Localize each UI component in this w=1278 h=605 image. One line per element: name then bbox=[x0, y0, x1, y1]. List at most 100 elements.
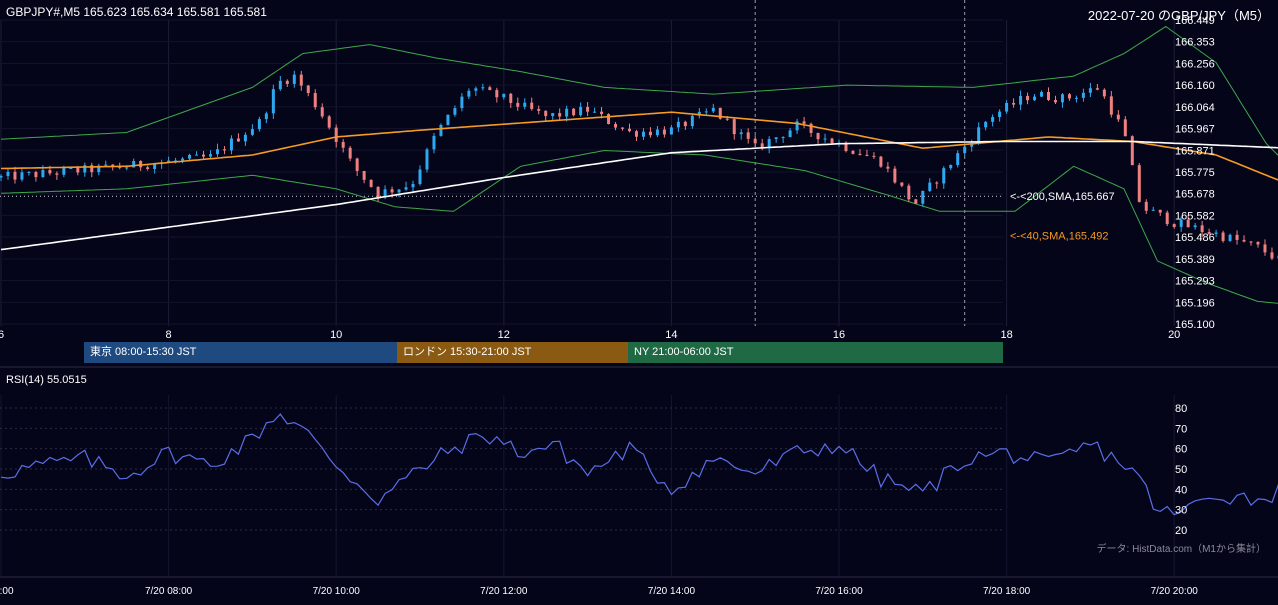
candle-body-5 bbox=[34, 172, 38, 178]
candle-body-29 bbox=[202, 154, 206, 157]
bollinger-upper-line bbox=[0, 25, 1278, 156]
candle-body-34 bbox=[236, 138, 240, 142]
candle-body-108 bbox=[753, 138, 757, 144]
candle-body-86 bbox=[600, 111, 604, 115]
candle-body-119 bbox=[830, 138, 834, 144]
price-tick-label-8: 165.678 bbox=[1175, 189, 1215, 201]
candle-body-160 bbox=[1116, 114, 1120, 120]
candle-body-40 bbox=[278, 80, 282, 90]
candle-body-145 bbox=[1012, 102, 1016, 105]
candle-body-171 bbox=[1193, 225, 1197, 228]
candle-body-89 bbox=[621, 127, 625, 129]
candle-body-130 bbox=[907, 185, 911, 200]
candle-body-44 bbox=[306, 85, 310, 94]
candle-body-140 bbox=[977, 127, 981, 143]
candle-body-52 bbox=[362, 170, 366, 180]
candle-body-99 bbox=[690, 115, 694, 127]
candle-body-124 bbox=[865, 154, 869, 156]
rsi-axis: 80 70 60 50 40 30 20 bbox=[1175, 403, 1187, 537]
candle-body-55 bbox=[383, 189, 387, 198]
candle-body-82 bbox=[572, 108, 576, 116]
candle-body-32 bbox=[222, 149, 226, 151]
candle-body-64 bbox=[446, 114, 450, 125]
candle-body-123 bbox=[858, 153, 862, 155]
candle-body-90 bbox=[628, 128, 631, 132]
candle-body-48 bbox=[334, 127, 338, 142]
hour-tick-label-4: 14 bbox=[665, 329, 677, 341]
candle-body-1 bbox=[6, 171, 10, 176]
candle-body-72 bbox=[502, 93, 506, 98]
session-tokyo: 東京 08:00-15:30 JST bbox=[84, 342, 397, 363]
price-tick-label-1: 166.353 bbox=[1175, 37, 1215, 49]
candle-body-81 bbox=[565, 108, 569, 117]
candle-body-141 bbox=[984, 121, 988, 128]
bollinger-lower-line bbox=[0, 149, 1278, 304]
candle-body-134 bbox=[935, 182, 939, 184]
candle-body-59 bbox=[411, 183, 415, 188]
candle-body-19 bbox=[132, 160, 136, 168]
candle-body-84 bbox=[586, 106, 590, 112]
candle-body-167 bbox=[1165, 212, 1169, 225]
candle-body-10 bbox=[69, 168, 73, 170]
candle-body-20 bbox=[139, 160, 143, 168]
candle-body-150 bbox=[1047, 91, 1050, 101]
candle-body-54 bbox=[376, 186, 380, 198]
time-tick-label-2: 7/20 10:00 bbox=[313, 586, 361, 597]
candle-body-57 bbox=[397, 189, 401, 193]
time-tick-label-4: 7/20 14:00 bbox=[648, 586, 696, 597]
hour-tick-label-1: 8 bbox=[166, 329, 172, 341]
candle-body-7 bbox=[48, 169, 52, 174]
candle-body-88 bbox=[614, 123, 618, 128]
candle-body-18 bbox=[125, 167, 129, 169]
session-ny: NY 21:00-06:00 JST bbox=[628, 342, 1003, 363]
rsi-tick-label-0: 80 bbox=[1175, 403, 1187, 415]
candle-body-17 bbox=[118, 166, 122, 168]
candle-body-97 bbox=[676, 121, 680, 128]
candle-body-95 bbox=[662, 129, 666, 135]
candle-body-176 bbox=[1228, 234, 1232, 241]
price-tick-label-4: 166.064 bbox=[1175, 102, 1215, 114]
rsi-tick-label-2: 60 bbox=[1175, 444, 1187, 456]
candle-body-69 bbox=[481, 87, 485, 89]
candle-body-74 bbox=[516, 102, 520, 107]
candle-body-132 bbox=[921, 190, 925, 204]
candle-body-166 bbox=[1158, 209, 1162, 213]
candle-body-73 bbox=[509, 93, 513, 103]
rsi-grid bbox=[0, 395, 1175, 577]
candle-body-115 bbox=[802, 121, 806, 124]
candle-body-37 bbox=[257, 119, 261, 130]
candle-body-39 bbox=[271, 89, 275, 114]
candle-body-77 bbox=[537, 108, 541, 111]
price-series: <-<200,SMA,165.667 <-<40,SMA,165.492 bbox=[0, 25, 1278, 304]
candle-body-113 bbox=[788, 130, 792, 138]
candle-body-143 bbox=[998, 111, 1002, 118]
candle-body-75 bbox=[523, 102, 527, 107]
candle-body-6 bbox=[41, 169, 45, 178]
candle-body-103 bbox=[718, 107, 722, 119]
candle-body-94 bbox=[655, 129, 659, 136]
rsi-tick-label-4: 40 bbox=[1175, 484, 1187, 496]
candle-body-63 bbox=[439, 124, 443, 136]
candle-body-70 bbox=[488, 87, 492, 91]
annotation-label-0: <-<200,SMA,165.667 bbox=[1010, 191, 1115, 203]
hour-tick-label-7: 20 bbox=[1168, 329, 1180, 341]
price-tick-label-14: 165.100 bbox=[1175, 319, 1215, 331]
candle-body-157 bbox=[1095, 88, 1099, 90]
sma200-line bbox=[0, 140, 1278, 251]
candle-body-177 bbox=[1235, 234, 1239, 240]
candle-body-117 bbox=[816, 132, 820, 140]
candle-body-158 bbox=[1102, 89, 1106, 97]
candle-body-0 bbox=[0, 175, 3, 178]
candle-body-135 bbox=[942, 168, 946, 184]
candle-body-93 bbox=[648, 131, 652, 136]
candle-body-79 bbox=[551, 113, 555, 117]
price-tick-label-2: 166.256 bbox=[1175, 58, 1215, 70]
candle-body-80 bbox=[558, 113, 562, 117]
price-tick-label-5: 165.967 bbox=[1175, 124, 1215, 136]
candle-body-46 bbox=[320, 107, 324, 117]
candle-body-16 bbox=[111, 164, 115, 167]
candle-body-181 bbox=[1263, 244, 1267, 253]
hour-tick-label-5: 16 bbox=[833, 329, 845, 341]
candle-body-118 bbox=[823, 138, 827, 140]
